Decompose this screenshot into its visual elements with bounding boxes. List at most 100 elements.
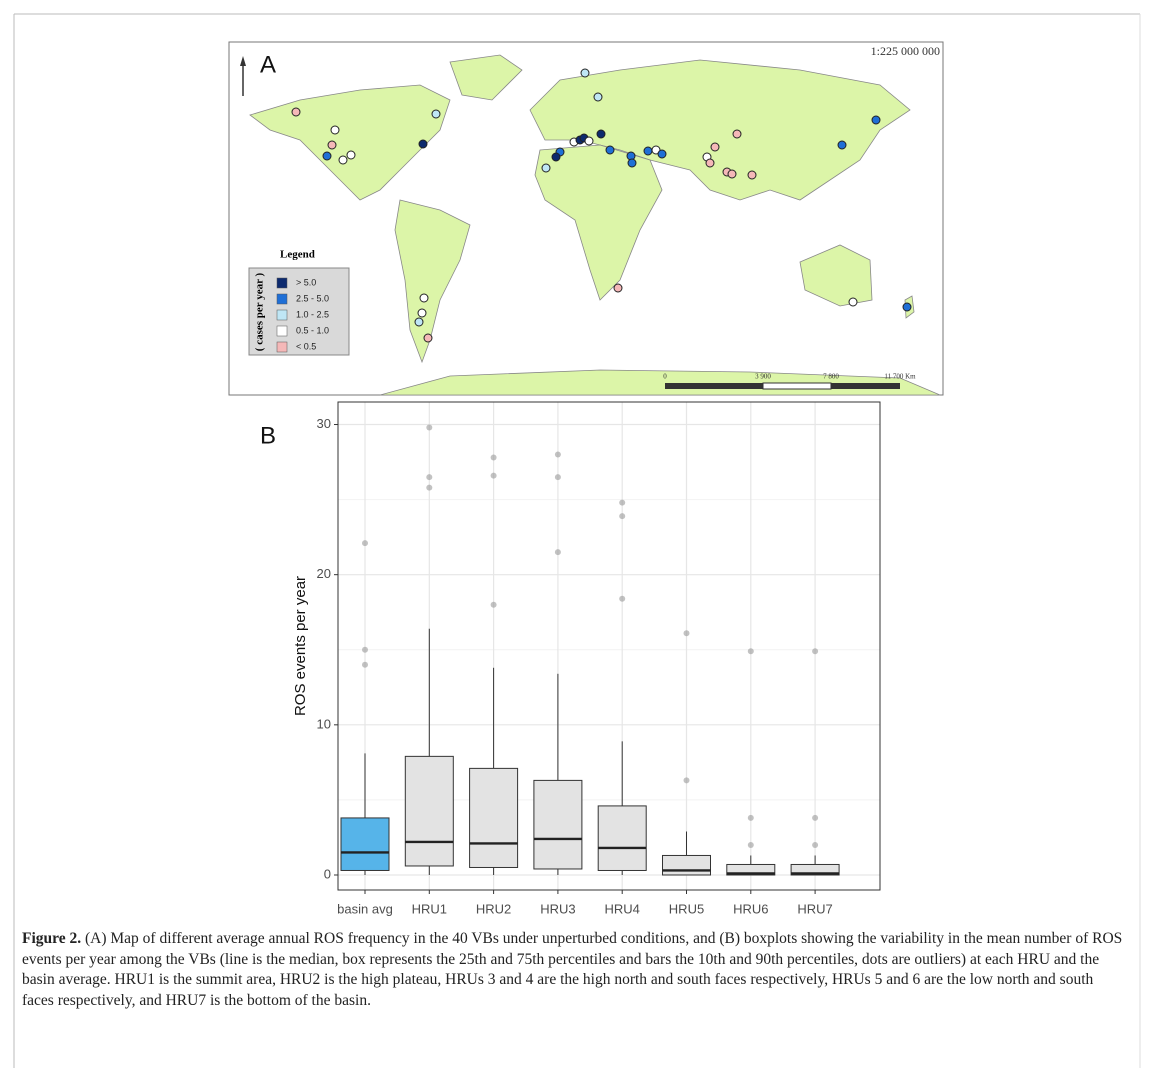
north-arrow (240, 56, 246, 66)
box (340, 817, 390, 871)
caption-label: Figure 2. (22, 930, 82, 947)
legend-label: > 5.0 (296, 277, 316, 287)
caption-text: (A) Map of different average annual ROS … (22, 930, 1123, 1009)
map-point (902, 302, 912, 312)
map-point (732, 129, 742, 139)
legend-swatch (276, 277, 288, 289)
map-point (541, 163, 551, 173)
outlier (619, 595, 626, 602)
outlier (362, 646, 368, 653)
legend-swatch (276, 309, 288, 321)
outlier (747, 841, 754, 848)
x-tick-label: HRU4 (604, 901, 639, 916)
x-tick-label: HRU2 (476, 901, 511, 916)
outlier (362, 661, 368, 668)
map-panel: A 1:225 000 000 Legend ( cases per year … (228, 41, 944, 396)
box (790, 863, 840, 876)
legend-label: 2.5 - 5.0 (296, 293, 329, 303)
map-point (580, 68, 590, 78)
x-tick-label: HRU5 (669, 901, 704, 916)
map-point (596, 129, 606, 139)
outlier (490, 601, 497, 608)
map-point (837, 140, 847, 150)
x-tick-label: HRU6 (733, 901, 768, 916)
map-point (322, 151, 332, 161)
y-tick-label: 30 (317, 416, 331, 431)
map-point (593, 92, 603, 102)
outlier (490, 472, 497, 479)
scale-label: 0 (663, 373, 667, 381)
map-point (710, 142, 720, 152)
panel-label: B (260, 422, 276, 449)
map-point (423, 333, 433, 343)
map-point (417, 308, 427, 318)
legend-box (248, 267, 350, 356)
outlier (426, 484, 433, 491)
x-tick-label: HRU7 (797, 901, 832, 916)
map-point (338, 155, 348, 165)
map-point (871, 115, 881, 125)
map-point (431, 109, 441, 119)
outlier (683, 777, 690, 784)
map-point (291, 107, 301, 117)
map-point (551, 152, 561, 162)
y-tick-label: 20 (317, 566, 331, 581)
map-point (346, 150, 356, 160)
box (469, 767, 519, 868)
map-point (584, 136, 594, 146)
map-point (605, 145, 615, 155)
outlier (619, 499, 626, 506)
map-point (727, 169, 737, 179)
legend-label: 0.5 - 1.0 (296, 325, 329, 335)
eurasia (529, 59, 911, 201)
map-point (643, 146, 653, 156)
map-point (330, 125, 340, 135)
map-point (747, 170, 757, 180)
outlier (554, 474, 561, 481)
legend-title: Legend (280, 249, 315, 261)
x-tick-label: HRU1 (412, 901, 447, 916)
x-tick-label: HRU3 (540, 901, 575, 916)
outlier (812, 814, 819, 821)
map-point (613, 283, 623, 293)
scale-label: 11 700 Km (884, 373, 916, 381)
box (726, 863, 776, 876)
map-scale: 1:225 000 000 (871, 44, 940, 58)
y-axis-label: ROS events per year (292, 576, 309, 716)
box (662, 854, 711, 876)
outlier (747, 648, 754, 655)
plot-border (337, 401, 881, 891)
y-tick-label: 10 (317, 716, 331, 731)
outlier (362, 540, 368, 547)
outlier (426, 424, 433, 431)
map-point (657, 149, 667, 159)
outlier (619, 513, 626, 520)
legend-swatch (276, 293, 288, 305)
scale-bar-seg (831, 383, 900, 389)
africa (534, 144, 663, 301)
map-point (327, 140, 337, 150)
scale-bar-seg (665, 383, 763, 389)
box (597, 805, 647, 871)
y-tick-label: 0 (324, 866, 331, 881)
scale-bar-seg (762, 382, 832, 390)
scale-label: 7 800 (823, 373, 839, 381)
panel-label: A (260, 51, 276, 78)
legend-items: > 5.0 2.5 - 5.0 1.0 - 2.5 0.5 - 1.0 < 0.5 (276, 277, 329, 353)
map-point (705, 158, 715, 168)
legend-label: 1.0 - 2.5 (296, 309, 329, 319)
outlier (554, 549, 561, 556)
legend-swatch (276, 341, 288, 353)
outlier (490, 454, 497, 461)
map-point (414, 317, 424, 327)
scale-label: 3 900 (755, 373, 771, 381)
outlier (554, 451, 561, 458)
outlier (812, 648, 819, 655)
legend-unit: ( cases per year ) (254, 272, 266, 351)
box (533, 779, 583, 870)
x-tick-label: basin avg (337, 901, 393, 916)
caption: Figure 2. (A) Map of different average a… (22, 929, 1127, 1011)
scale-labels: 0 3 900 7 800 11 700 Km (663, 373, 916, 381)
map-point (848, 297, 858, 307)
